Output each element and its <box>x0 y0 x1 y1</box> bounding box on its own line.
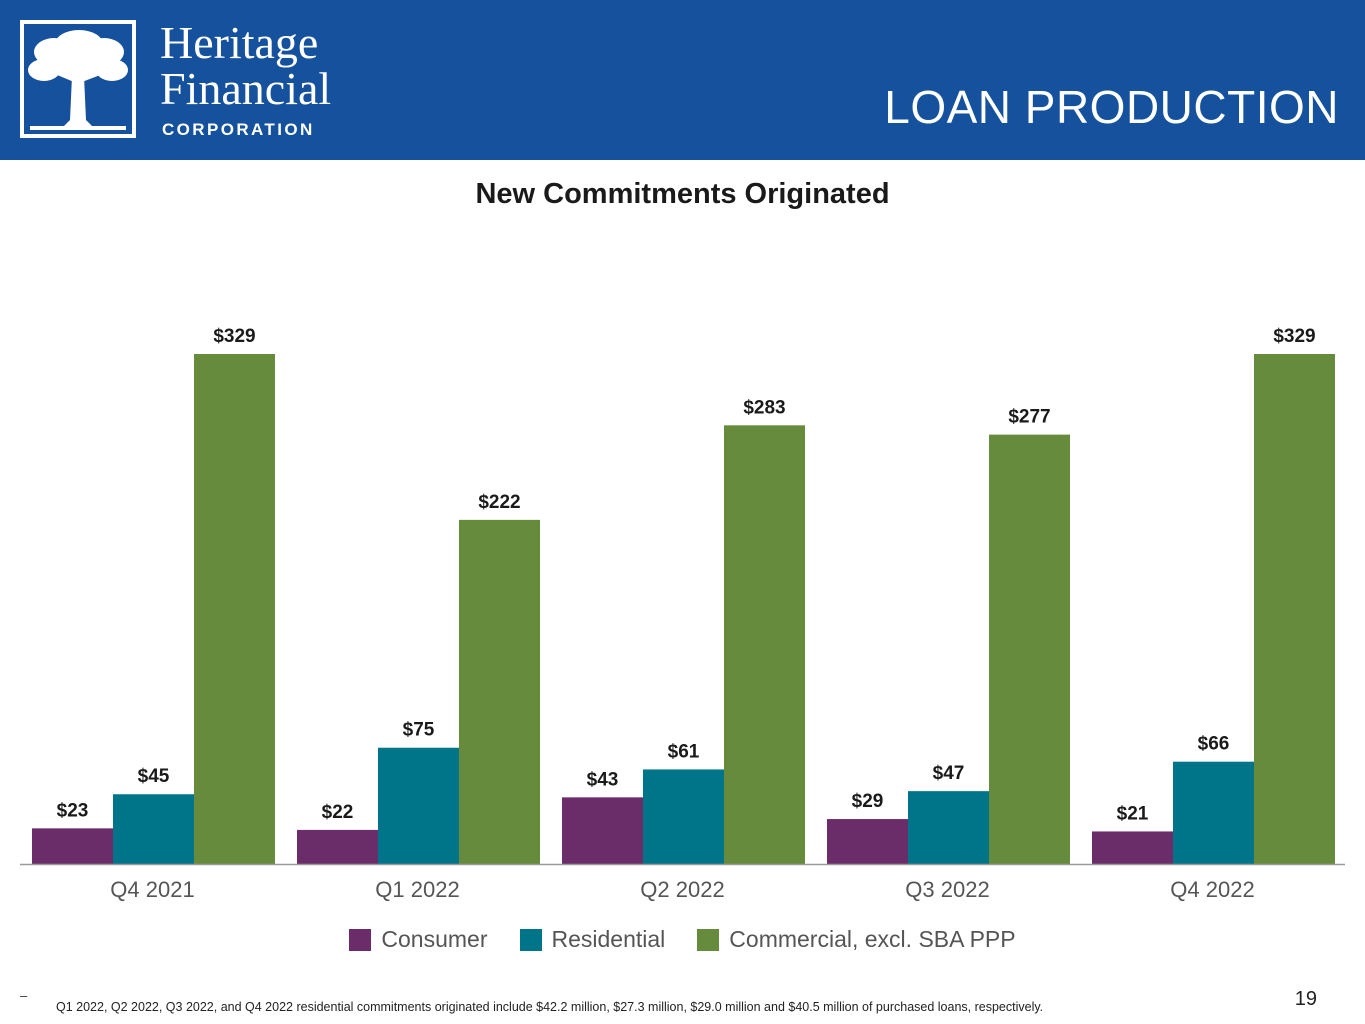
data-label-consumer: $21 <box>1117 803 1149 824</box>
x-tick-label: Q1 2022 <box>375 877 459 902</box>
data-label-commercial: $329 <box>1273 326 1315 347</box>
data-label-residential: $47 <box>933 763 965 784</box>
bar-residential <box>378 747 459 864</box>
legend-swatch-consumer <box>349 928 372 951</box>
legend-item-residential: Residential <box>519 926 666 953</box>
x-tick-label: Q2 2022 <box>640 877 724 902</box>
bar-commercial <box>724 425 805 864</box>
data-label-commercial: $277 <box>1008 407 1050 428</box>
footnote-marker: – <box>20 988 28 1003</box>
data-label-commercial: $329 <box>213 326 255 347</box>
legend-item-consumer: Consumer <box>349 926 488 953</box>
bar-consumer <box>32 828 113 864</box>
data-label-residential: $61 <box>668 741 700 762</box>
footnote: Q1 2022, Q2 2022, Q3 2022, and Q4 2022 r… <box>56 1000 1044 1014</box>
bar-consumer <box>827 819 908 864</box>
bar-residential <box>1173 761 1254 864</box>
data-label-residential: $75 <box>403 720 435 741</box>
brand-name-line1: Heritage <box>160 17 319 68</box>
x-tick-label: Q4 2021 <box>110 877 194 902</box>
data-label-residential: $45 <box>138 766 170 787</box>
bar-residential <box>113 794 194 864</box>
data-label-commercial: $283 <box>743 397 785 418</box>
legend-label-consumer: Consumer <box>381 926 488 952</box>
bar-commercial <box>459 519 540 864</box>
page-number: 19 <box>1294 988 1317 1010</box>
bar-consumer <box>562 797 643 864</box>
bar-residential <box>643 769 724 864</box>
data-label-consumer: $29 <box>852 791 884 812</box>
chart-title: New Commitments Originated <box>475 178 890 210</box>
data-label-residential: $66 <box>1198 734 1230 755</box>
data-label-commercial: $222 <box>478 492 520 513</box>
x-tick-label: Q4 2022 <box>1170 877 1254 902</box>
header-banner: Heritage Financial CORPORATION LOAN PROD… <box>0 0 1365 160</box>
bar-consumer <box>1092 831 1173 864</box>
bar-consumer <box>297 829 378 864</box>
legend-swatch-commercial <box>697 928 720 951</box>
chart-legend: Consumer Residential Commercial, excl. S… <box>0 926 1365 953</box>
bar-commercial <box>194 354 275 864</box>
data-label-consumer: $43 <box>587 769 619 790</box>
data-label-consumer: $22 <box>322 802 354 823</box>
brand-name-line3: CORPORATION <box>162 120 315 139</box>
legend-swatch-residential <box>519 928 542 951</box>
legend-label-commercial: Commercial, excl. SBA PPP <box>729 926 1016 952</box>
data-label-consumer: $23 <box>57 800 89 821</box>
x-tick-label: Q3 2022 <box>905 877 989 902</box>
legend-label-residential: Residential <box>551 926 666 952</box>
bar-commercial <box>989 434 1070 864</box>
bar-residential <box>908 791 989 864</box>
brand-name-line2: Financial <box>160 63 332 114</box>
tree-logo-icon <box>20 20 136 138</box>
bar-commercial <box>1254 354 1335 864</box>
slide-title: LOAN PRODUCTION <box>884 81 1339 133</box>
legend-item-commercial: Commercial, excl. SBA PPP <box>697 926 1016 953</box>
